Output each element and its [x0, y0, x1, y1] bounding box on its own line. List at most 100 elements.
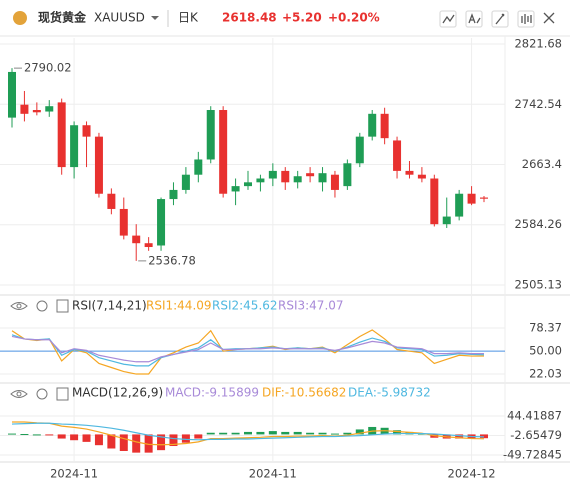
eye-pupil — [16, 303, 22, 309]
candle-body — [57, 102, 66, 168]
close-icon[interactable] — [543, 12, 555, 24]
macd-bar — [70, 434, 79, 441]
high-annotation: 2790.02 — [24, 61, 72, 75]
macd-bar — [318, 432, 327, 435]
macd-bar — [393, 430, 402, 435]
macd-bar — [281, 431, 290, 435]
indicator-line — [11, 335, 485, 363]
candle-body — [467, 193, 476, 204]
macd-bar — [343, 432, 352, 435]
candle-body — [442, 216, 451, 225]
gear-icon[interactable] — [36, 300, 48, 312]
settings-icon[interactable] — [56, 299, 69, 313]
candle-body — [417, 174, 426, 179]
macd-bar — [306, 432, 315, 435]
dropdown-icon[interactable] — [151, 16, 159, 20]
candle-body — [368, 113, 377, 137]
candle-body — [405, 170, 414, 175]
candle-body — [206, 110, 215, 160]
candle-body — [45, 106, 54, 112]
candle-body — [8, 71, 16, 118]
indicator-line — [11, 422, 485, 441]
x-tick-label: 2024-11 — [50, 467, 98, 481]
candle-body — [330, 174, 339, 190]
candle-body — [144, 243, 153, 248]
macd-bar — [169, 434, 178, 447]
draw-icon[interactable] — [468, 13, 481, 24]
candle-body — [82, 125, 91, 137]
candle-body — [20, 104, 29, 114]
indicator-title: RSI(7,14,21) — [72, 299, 147, 313]
symbol[interactable]: XAUUSD — [94, 11, 145, 25]
y-tick-label: -2.65479 — [510, 428, 562, 442]
macd-bar — [194, 434, 203, 439]
low-annotation: 2536.78 — [148, 253, 196, 267]
x-tick-label: 2024-11 — [249, 467, 297, 481]
tool-button[interactable] — [517, 10, 535, 28]
toolbar — [439, 10, 555, 28]
y-tick-label: 2584.26 — [514, 217, 562, 231]
candle-body — [306, 173, 315, 177]
macd-bar — [57, 434, 66, 439]
settings-icon[interactable] — [56, 387, 69, 401]
gear-icon[interactable] — [36, 388, 48, 400]
gold-icon — [13, 11, 27, 25]
macd-bar — [119, 434, 128, 451]
macd-bar — [132, 434, 141, 453]
y-tick-label: 78.37 — [529, 320, 562, 334]
macd-bar — [330, 433, 339, 435]
pen-icon[interactable] — [495, 13, 505, 25]
y-tick-label: 2505.13 — [514, 277, 562, 291]
period[interactable]: 日K — [178, 11, 199, 25]
candle-body — [32, 110, 41, 113]
rsi-tools — [10, 299, 69, 401]
candle-body — [293, 176, 302, 183]
candle-body — [244, 182, 252, 187]
candle-body — [281, 170, 290, 183]
eye-icon[interactable] — [10, 390, 28, 398]
macd-bar — [8, 433, 16, 435]
y-tick-label: 22.03 — [529, 367, 562, 381]
candle-body — [393, 140, 402, 171]
macd-bar — [45, 434, 54, 436]
tool-button[interactable] — [491, 10, 509, 28]
eye-icon[interactable] — [10, 302, 28, 310]
legend-entry: DEA:-5.98732 — [348, 386, 431, 400]
macd-bar — [20, 434, 29, 435]
change-pct: +0.20% — [328, 11, 380, 25]
candle-body — [119, 208, 128, 236]
indicator-icon[interactable] — [442, 14, 455, 24]
y-tick-label: 2821.68 — [514, 37, 562, 51]
eye-pupil — [16, 391, 22, 397]
macd-bar — [144, 434, 153, 453]
macd-bar — [82, 434, 91, 442]
macd-bar — [244, 431, 252, 435]
x-tick-label: 2024-12 — [448, 467, 496, 481]
macd-bar — [219, 432, 228, 435]
macd-bar — [157, 434, 166, 451]
legend-entry: DIF:-10.56682 — [262, 386, 346, 400]
tool-button[interactable] — [439, 10, 457, 28]
y-tick-label: 44.41887 — [507, 409, 562, 423]
candle-body — [256, 178, 265, 183]
macd-bar — [355, 429, 364, 435]
candle-body — [70, 125, 79, 168]
indicator-line — [12, 421, 485, 446]
candle-icon[interactable] — [521, 14, 532, 24]
macd-bar — [256, 431, 265, 435]
candle-body — [107, 193, 116, 209]
y-tick-label: 2663.4 — [522, 157, 562, 171]
macd-bar — [32, 434, 41, 436]
indicator-title: MACD(12,26,9) — [72, 386, 163, 400]
candle-body — [231, 186, 240, 192]
macd-bar — [181, 434, 190, 443]
tool-button[interactable] — [465, 10, 483, 28]
legend-entry: MACD:-9.15899 — [165, 386, 259, 400]
candle-body — [318, 173, 327, 183]
legend-entry: RSI2:45.62 — [212, 299, 278, 313]
macd-bar — [107, 434, 116, 449]
candle-body — [355, 136, 364, 164]
candle-body — [343, 163, 352, 187]
